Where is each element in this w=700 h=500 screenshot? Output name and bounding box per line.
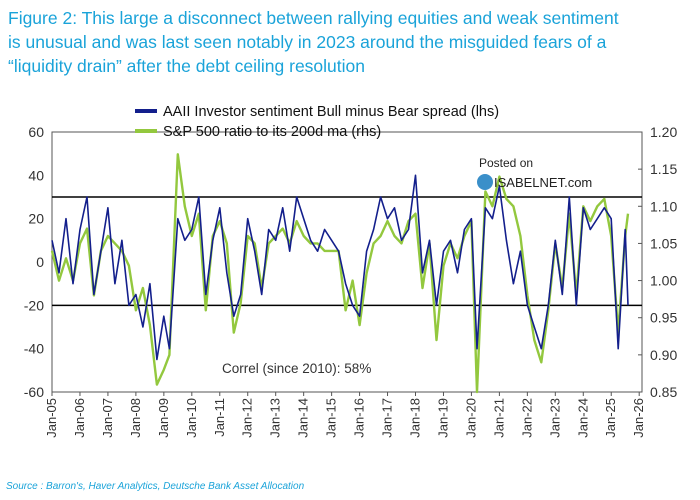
y-left-tick-label: -20	[24, 297, 44, 313]
x-tick-label: Jan-18	[408, 398, 423, 438]
legend: AAII Investor sentiment Bull minus Bear …	[135, 104, 499, 140]
series-line-bull-bear	[51, 174, 629, 361]
legend-label-sp500: S&P 500 ratio to its 200d ma (rhs)	[163, 124, 381, 140]
y-right-tick-label: 0.95	[650, 310, 677, 326]
x-tick-label: Jan-20	[463, 398, 478, 438]
x-tick-label: Jan-16	[352, 398, 367, 438]
y-left-tick-label: 20	[28, 211, 44, 227]
y-right-tick-label: 1.05	[650, 235, 677, 251]
series-line-sp500	[50, 153, 630, 394]
x-tick-label: Jan-26	[631, 398, 646, 438]
title-line-2: is unusual and was last seen notably in …	[8, 32, 607, 52]
y-right-tick-label: 0.90	[650, 347, 677, 363]
chart-title: Figure 2: This large a disconnect betwee…	[8, 6, 692, 78]
x-tick-label: Jan-19	[435, 398, 450, 438]
x-tick-label: Jan-15	[324, 398, 339, 438]
y-right-tick-label: 1.20	[650, 124, 677, 140]
y-right-tick-label: 1.10	[650, 198, 677, 214]
y-right-tick-label: 0.85	[650, 384, 677, 400]
y-left-tick-label: 40	[28, 167, 44, 183]
x-tick-label: Jan-23	[547, 398, 562, 438]
x-tick-label: Jan-13	[268, 398, 283, 438]
x-tick-label: Jan-10	[184, 398, 199, 438]
y-right-tick-label: 1.15	[650, 161, 677, 177]
y-right-tick-label: 1.00	[650, 273, 677, 289]
series-layer	[50, 153, 630, 394]
title-line-1: Figure 2: This large a disconnect betwee…	[8, 8, 619, 28]
source-note: Source : Barron's, Haver Analytics, Deut…	[6, 481, 305, 492]
y-left-tick-label: 0	[36, 254, 44, 270]
plot-border	[51, 131, 643, 393]
x-tick-label: Jan-12	[240, 398, 255, 438]
watermark-line-1: Posted on	[479, 156, 533, 170]
globe-icon	[477, 174, 493, 190]
x-tick-label: Jan-17	[380, 398, 395, 438]
watermark-line-2: ISABELNET.com	[494, 175, 592, 190]
x-tick-label: Jan-06	[72, 398, 87, 438]
y-axis-right: 1.20 1.15 1.10 1.05 1.00 0.95 0.90 0.85	[638, 124, 677, 400]
x-tick-label: Jan-22	[519, 398, 534, 438]
y-axis-left: 60 40 20 0 -20 -40 -60	[24, 124, 44, 400]
y-left-tick-label: 60	[28, 124, 44, 140]
x-tick-label: Jan-09	[156, 398, 171, 438]
x-tick-label: Jan-24	[575, 398, 590, 438]
watermark: Posted on ISABELNET.com	[477, 156, 592, 190]
x-tick-label: Jan-05	[44, 398, 59, 438]
x-tick-label: Jan-25	[603, 398, 618, 438]
y-left-tick-label: -60	[24, 384, 44, 400]
plot-frame	[51, 131, 643, 393]
x-tick-label: Jan-14	[296, 398, 311, 438]
x-tick-label: Jan-08	[128, 398, 143, 438]
y-left-tick-label: -40	[24, 341, 44, 357]
x-axis: Jan-05 Jan-06 Jan-07 Jan-08 Jan-09 Jan-10 Jan-…	[44, 392, 646, 438]
title-line-3: “liquidity drain” after the debt ceiling…	[8, 56, 365, 76]
x-tick-label: Jan-07	[100, 398, 115, 438]
correlation-annotation: Correl (since 2010): 58%	[222, 361, 371, 376]
x-tick-label: Jan-11	[212, 398, 227, 437]
legend-label-bull-bear: AAII Investor sentiment Bull minus Bear …	[163, 104, 499, 120]
x-tick-label: Jan-21	[491, 398, 506, 438]
